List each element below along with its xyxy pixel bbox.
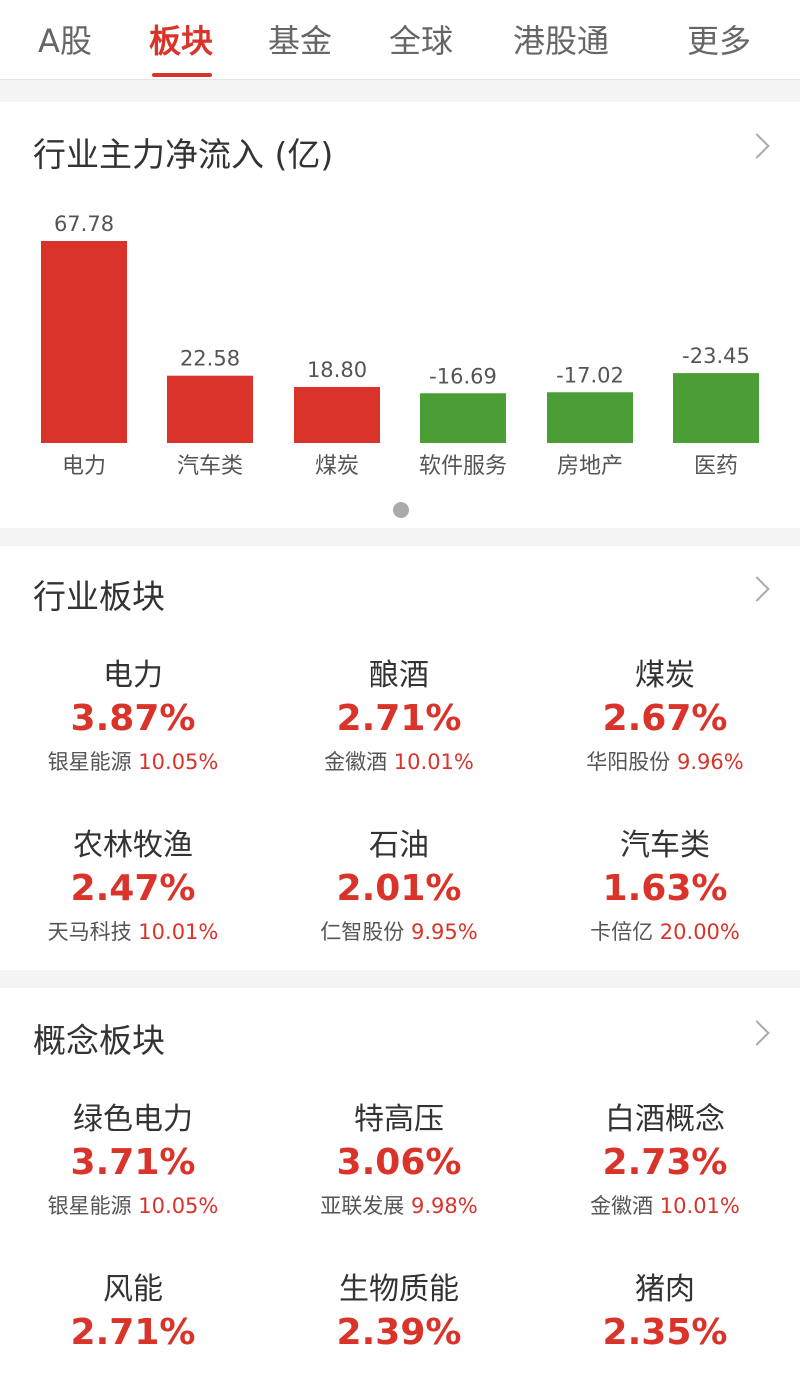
leading-stock-name: 银星能源 xyxy=(47,1194,132,1218)
sector-name: 煤炭 xyxy=(635,658,695,693)
sector-change: 2.47% xyxy=(70,868,196,909)
tab-funds[interactable]: 基金 xyxy=(267,22,333,60)
sector-change: 2.39% xyxy=(336,1312,462,1353)
tab-more[interactable]: 更多 xyxy=(686,22,752,60)
bar-value-label: 22.58 xyxy=(180,347,240,371)
sector-name: 石油 xyxy=(369,828,429,863)
leading-stock: 亚联发展 9.98% xyxy=(266,1190,532,1220)
category-label: 软件服务 xyxy=(419,454,507,479)
bar-4 xyxy=(547,392,633,443)
concept-item[interactable]: 绿色电力 3.71% 银星能源 10.05% xyxy=(0,1094,266,1220)
sector-change: 2.71% xyxy=(336,698,462,739)
concept-card: 概念板块 绿色电力 3.71% 银星能源 10.05% 特高压 3.06% 亚联发展 9.… xyxy=(0,988,800,1388)
concept-item[interactable]: 猪肉 2.35% xyxy=(532,1264,798,1356)
bar-value-label: -17.02 xyxy=(556,363,624,387)
tab-hk-connect[interactable]: 港股通 xyxy=(512,22,610,60)
tab-sectors[interactable]: 板块 xyxy=(148,22,214,60)
leading-stock-change: 9.95% xyxy=(410,920,478,944)
industry-item[interactable]: 电力 3.87% 银星能源 10.05% xyxy=(0,650,266,776)
industry-item[interactable]: 农林牧渔 2.47% 天马科技 10.01% xyxy=(0,820,266,946)
sector-change: 2.01% xyxy=(336,868,462,909)
bar-3 xyxy=(420,393,506,443)
sector-name: 猪肉 xyxy=(635,1272,695,1307)
sector-change: 1.63% xyxy=(602,868,728,909)
leading-stock: 金徽酒 10.01% xyxy=(266,746,532,776)
leading-stock-change: 10.01% xyxy=(393,750,474,774)
chevron-right-icon[interactable] xyxy=(744,1020,770,1046)
sector-change: 3.87% xyxy=(70,698,196,739)
active-tab-indicator xyxy=(152,73,212,77)
sector-name: 汽车类 xyxy=(620,828,710,863)
bar-1 xyxy=(167,375,253,443)
leading-stock-change: 10.01% xyxy=(659,1194,740,1218)
tab-a-shares[interactable]: A股 xyxy=(38,22,92,60)
leading-stock: 天马科技 10.01% xyxy=(0,916,266,946)
sector-change: 2.73% xyxy=(602,1142,728,1183)
category-label: 汽车类 xyxy=(177,454,243,479)
industry-title: 行业板块 xyxy=(33,577,165,616)
sector-change: 3.71% xyxy=(70,1142,196,1183)
leading-stock-change: 9.96% xyxy=(676,750,744,774)
leading-stock-name: 亚联发展 xyxy=(320,1194,405,1218)
bar-value-label: -16.69 xyxy=(429,364,497,388)
sector-name: 绿色电力 xyxy=(73,1102,193,1137)
leading-stock: 华阳股份 9.96% xyxy=(532,746,798,776)
bar-5 xyxy=(673,373,759,443)
net-inflow-title: 行业主力净流入 (亿) xyxy=(33,135,334,174)
sector-change: 2.71% xyxy=(70,1312,196,1353)
net-inflow-chart: 67.78 电力 22.58 汽车类 18.80 煤炭 -16.69 软件服务 -17.02 房地… xyxy=(41,212,759,479)
leading-stock-name: 金徽酒 xyxy=(590,1194,654,1218)
concept-item[interactable]: 生物质能 2.39% xyxy=(266,1264,532,1356)
net-inflow-card[interactable]: 行业主力净流入 (亿) 67.78 电力 22.58 汽车类 18.80 煤炭 -16.69… xyxy=(0,102,800,528)
chevron-right-icon[interactable] xyxy=(744,576,770,602)
leading-stock-name: 金徽酒 xyxy=(324,750,388,774)
sector-name: 特高压 xyxy=(354,1102,444,1137)
category-label: 医药 xyxy=(694,454,738,479)
industry-item[interactable]: 汽车类 1.63% 卡倍亿 20.00% xyxy=(532,820,798,946)
industry-item[interactable]: 石油 2.01% 仁智股份 9.95% xyxy=(266,820,532,946)
leading-stock-change: 9.98% xyxy=(410,1194,478,1218)
industry-card: 行业板块 电力 3.87% 银星能源 10.05% 酿酒 2.71% 金徽酒 10.01%… xyxy=(0,546,800,970)
sector-change: 2.67% xyxy=(602,698,728,739)
sector-name: 生物质能 xyxy=(339,1272,459,1307)
leading-stock: 仁智股份 9.95% xyxy=(266,916,532,946)
bar-value-label: 18.80 xyxy=(307,358,367,382)
bar-0 xyxy=(41,241,127,443)
leading-stock: 金徽酒 10.01% xyxy=(532,1190,798,1220)
leading-stock-change: 10.05% xyxy=(138,1194,219,1218)
sector-change: 2.35% xyxy=(602,1312,728,1353)
sector-name: 农林牧渔 xyxy=(73,828,193,863)
leading-stock-name: 仁智股份 xyxy=(320,920,405,944)
sector-name: 白酒概念 xyxy=(605,1102,725,1137)
sector-change: 3.06% xyxy=(336,1142,462,1183)
industry-item[interactable]: 酿酒 2.71% 金徽酒 10.01% xyxy=(266,650,532,776)
sector-name: 酿酒 xyxy=(369,658,429,693)
leading-stock: 银星能源 10.05% xyxy=(0,746,266,776)
concept-title: 概念板块 xyxy=(33,1021,165,1060)
leading-stock: 卡倍亿 20.00% xyxy=(532,916,798,946)
tab-global[interactable]: 全球 xyxy=(388,22,454,60)
sector-name: 风能 xyxy=(103,1272,163,1307)
bar-value-label: 67.78 xyxy=(54,212,114,236)
category-label: 电力 xyxy=(62,454,106,479)
leading-stock-change: 10.05% xyxy=(138,750,219,774)
leading-stock: 银星能源 10.05% xyxy=(0,1190,266,1220)
bar-2 xyxy=(294,386,380,443)
bar-value-label: -23.45 xyxy=(682,344,750,368)
concept-item[interactable]: 特高压 3.06% 亚联发展 9.98% xyxy=(266,1094,532,1220)
concept-item[interactable]: 风能 2.71% xyxy=(0,1264,266,1356)
industry-item[interactable]: 煤炭 2.67% 华阳股份 9.96% xyxy=(532,650,798,776)
page-indicator-dot xyxy=(393,502,409,518)
leading-stock-change: 20.00% xyxy=(659,920,740,944)
category-label: 房地产 xyxy=(557,454,623,479)
leading-stock-name: 银星能源 xyxy=(47,750,132,774)
concept-item[interactable]: 白酒概念 2.73% 金徽酒 10.01% xyxy=(532,1094,798,1220)
category-label: 煤炭 xyxy=(315,454,359,479)
leading-stock-change: 10.01% xyxy=(138,920,219,944)
sector-name: 电力 xyxy=(103,658,163,693)
top-tab-bar: A股 板块 基金 全球 港股通 更多 xyxy=(0,0,800,80)
leading-stock-name: 华阳股份 xyxy=(586,750,671,774)
leading-stock-name: 卡倍亿 xyxy=(590,920,654,944)
leading-stock-name: 天马科技 xyxy=(47,920,132,944)
